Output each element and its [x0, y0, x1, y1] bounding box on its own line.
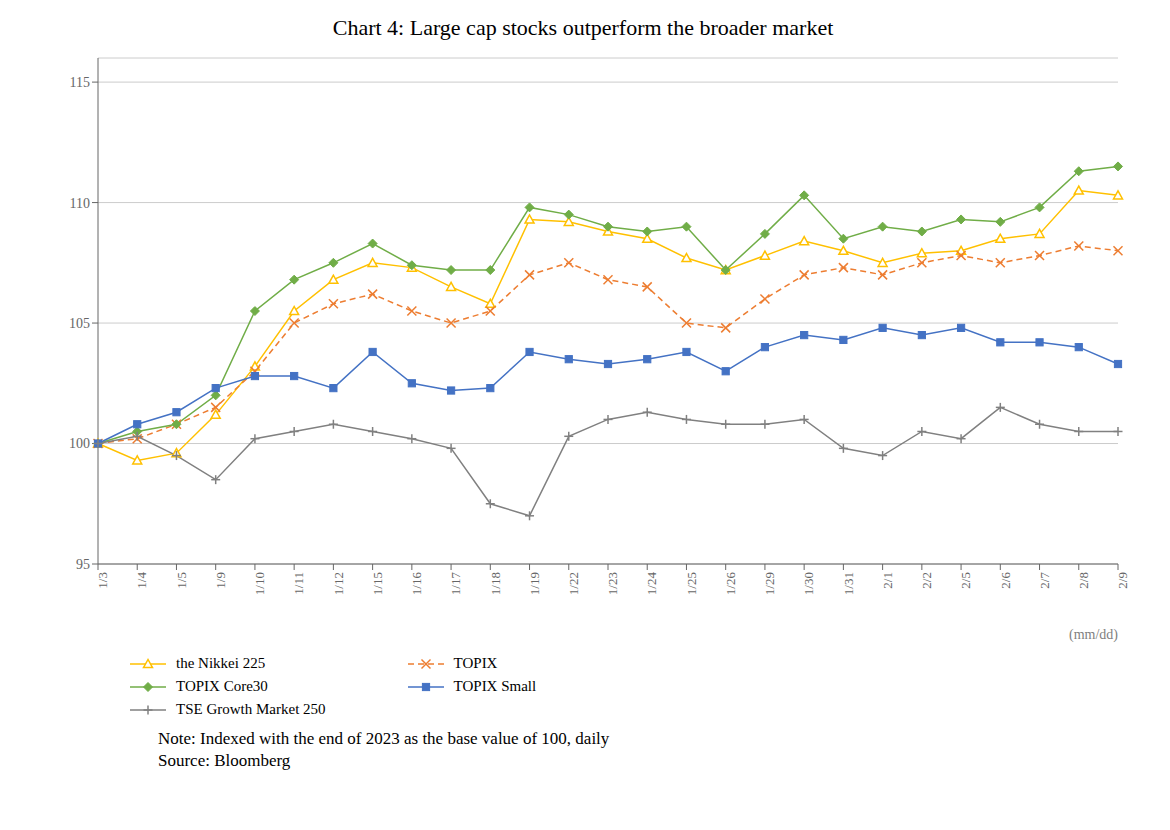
- svg-text:1/10: 1/10: [252, 572, 267, 595]
- svg-text:1/17: 1/17: [448, 572, 463, 596]
- svg-text:2/8: 2/8: [1076, 572, 1091, 589]
- svg-text:100: 100: [69, 436, 90, 451]
- svg-text:1/11: 1/11: [291, 572, 306, 595]
- svg-text:2/2: 2/2: [919, 572, 934, 589]
- svg-text:1/25: 1/25: [684, 572, 699, 595]
- svg-text:2/5: 2/5: [958, 572, 973, 589]
- svg-text:2/7: 2/7: [1037, 572, 1052, 589]
- svg-text:2/6: 2/6: [998, 572, 1013, 589]
- svg-text:1/12: 1/12: [331, 572, 346, 595]
- svg-text:1/29: 1/29: [762, 572, 777, 595]
- svg-text:110: 110: [70, 196, 90, 211]
- svg-text:1/5: 1/5: [174, 572, 189, 589]
- html-text:TSE Growth Market 250: TSE Growth Market 250: [176, 701, 326, 717]
- svg-text:1/24: 1/24: [644, 572, 659, 596]
- svg-text:95: 95: [76, 557, 90, 572]
- html-text:TOPIX Core30: TOPIX Core30: [176, 678, 268, 694]
- svg-text:1/30: 1/30: [801, 572, 816, 595]
- svg-text:1/4: 1/4: [134, 572, 149, 589]
- svg-text:1/3: 1/3: [95, 572, 110, 589]
- svg-text:1/22: 1/22: [566, 572, 581, 595]
- html-text:the Nikkei 225: the Nikkei 225: [176, 655, 266, 671]
- svg-text:1/19: 1/19: [527, 572, 542, 595]
- svg-text:1/23: 1/23: [605, 572, 620, 595]
- svg-text:1/9: 1/9: [213, 572, 228, 589]
- svg-text:1/26: 1/26: [723, 572, 738, 596]
- svg-text:1/18: 1/18: [488, 572, 503, 595]
- html-text:Chart 4: Large cap stocks outp: Chart 4: Large cap stocks outperform the…: [332, 15, 834, 40]
- svg-text:1/16: 1/16: [409, 572, 424, 596]
- html-text:Source: Bloomberg: Source: Bloomberg: [158, 751, 291, 770]
- svg-text:2/1: 2/1: [880, 572, 895, 589]
- svg-text:2/9: 2/9: [1115, 572, 1130, 589]
- html-text:TOPIX Small: TOPIX Small: [453, 678, 537, 694]
- svg-text:115: 115: [70, 75, 90, 90]
- svg-text:105: 105: [69, 316, 90, 331]
- svg-text:1/31: 1/31: [841, 572, 856, 595]
- html-text:Note: Indexed with the end of: Note: Indexed with the end of 2023 as th…: [158, 729, 610, 748]
- svg-text:(mm/dd): (mm/dd): [1069, 627, 1118, 643]
- html-text:TOPIX: TOPIX: [453, 655, 498, 671]
- svg-text:1/15: 1/15: [370, 572, 385, 595]
